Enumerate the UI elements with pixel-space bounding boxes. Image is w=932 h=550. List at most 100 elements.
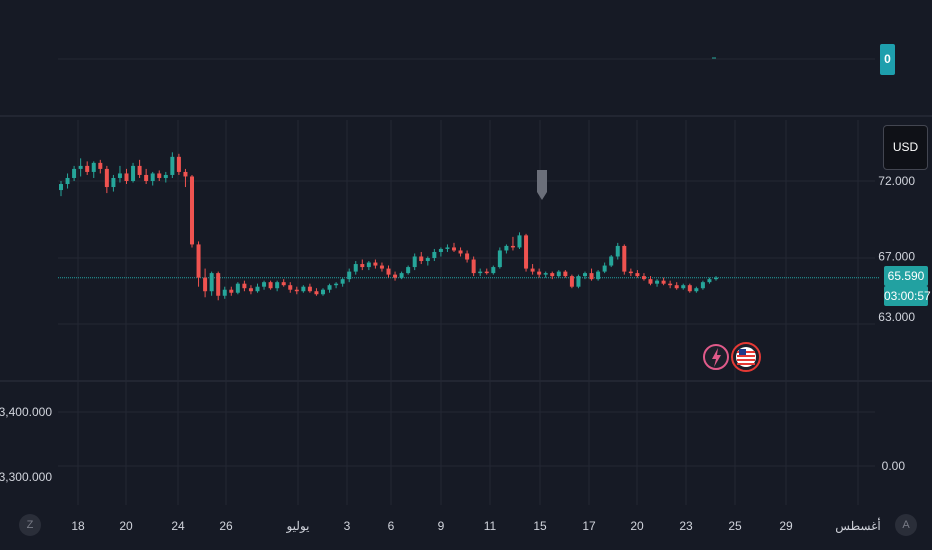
lightning-glyph [712, 348, 721, 367]
axis-labels: 72.000 67.000 63.000 3,400.000 3,300.000 0.00… [0, 174, 915, 533]
candle-body [576, 276, 581, 287]
candle-body [366, 262, 371, 268]
candle-body [157, 173, 162, 178]
candle-body [209, 273, 214, 292]
x-tick-label: 9 [438, 519, 445, 533]
candle-body [438, 248, 443, 252]
candle-body [622, 245, 627, 272]
candle-body [124, 173, 129, 181]
candle-body [314, 291, 319, 295]
candle-body [465, 253, 470, 260]
last-price-label: 65.590 [884, 266, 928, 286]
candle-body [399, 273, 404, 278]
bar-countdown-label: 03:00:57 [884, 286, 931, 306]
candle-body [569, 276, 574, 287]
grid-lines [0, 58, 932, 505]
candle-body [104, 168, 109, 188]
candle-body [478, 271, 483, 274]
auto-scale-button[interactable]: A [895, 514, 917, 536]
candle-body [379, 265, 384, 269]
candle-body [471, 259, 476, 274]
candle-body [59, 184, 63, 191]
zoom-button[interactable]: Z [19, 514, 41, 536]
x-tick-label: 3 [344, 519, 351, 533]
candle-body [229, 289, 234, 293]
candle-body [602, 265, 607, 272]
candle-body [628, 271, 633, 274]
candle-body [144, 174, 149, 181]
candle-body [661, 280, 666, 284]
x-tick-label: 15 [533, 519, 547, 533]
candle-body [340, 279, 345, 284]
candle-body [301, 286, 306, 292]
candle-body [222, 289, 227, 296]
candle-body [458, 250, 463, 254]
candle-body [203, 277, 208, 292]
candle-body [497, 250, 502, 268]
candle-body [491, 267, 496, 274]
candle-body [452, 247, 456, 251]
candle-body [150, 173, 155, 181]
candle-body [353, 264, 358, 272]
candle-body [615, 245, 620, 257]
candle-body [583, 273, 587, 277]
candle-body [281, 282, 286, 286]
lower-left-tick-label: 3,300.000 [0, 470, 52, 484]
candle-body [98, 162, 103, 169]
candle-body [321, 289, 325, 295]
candle-body [609, 256, 614, 266]
candle-body [111, 177, 116, 188]
candle-body [196, 244, 201, 278]
candle-body [393, 274, 398, 278]
candle-body [432, 251, 437, 259]
candle-body [648, 279, 653, 284]
candle-body [596, 271, 601, 280]
candle-body [510, 245, 515, 248]
candle-body [517, 235, 522, 248]
candle-body [524, 235, 529, 269]
candle-body [85, 165, 90, 172]
candle-body [72, 168, 77, 178]
candle-body [537, 271, 542, 275]
candle-body [242, 283, 247, 289]
x-tick-label: 17 [582, 519, 596, 533]
candle-body [163, 174, 168, 178]
candle-body [589, 273, 594, 280]
currency-button[interactable]: USD [883, 125, 928, 170]
x-tick-label: 26 [219, 519, 233, 533]
top-pane-value-badge: 0 [880, 44, 895, 75]
candle-body [268, 282, 273, 289]
candle-body [412, 256, 417, 268]
candle-body [294, 289, 299, 292]
candle-body [327, 285, 332, 290]
x-tick-label: 20 [630, 519, 644, 533]
candle-body [262, 282, 267, 287]
candle-body [248, 288, 253, 292]
candle-body [91, 162, 96, 172]
flag-stripe [737, 363, 755, 365]
candle-body [694, 288, 699, 292]
x-tick-label: يوليو [285, 519, 309, 533]
x-tick-label: 18 [71, 519, 85, 533]
x-tick-label: 11 [484, 519, 497, 533]
candle-body [641, 276, 646, 280]
candle-body [406, 267, 411, 274]
flag-stripe [737, 359, 755, 361]
candle-body [687, 285, 692, 292]
candles [59, 152, 718, 301]
candle-body [255, 286, 260, 292]
pin-marker-icon [537, 170, 547, 200]
candle-body [288, 285, 293, 290]
flag-stripe [737, 355, 755, 357]
y-tick-label: 63.000 [878, 310, 915, 324]
x-tick-label: 29 [779, 519, 793, 533]
candle-body [373, 262, 378, 266]
candle-body [307, 286, 312, 292]
candle-body [117, 173, 122, 178]
x-tick-label: 23 [679, 519, 693, 533]
candle-body [550, 273, 555, 277]
candle-body [714, 277, 718, 280]
y-tick-label: 67.000 [878, 250, 915, 264]
candle-body [235, 283, 240, 293]
